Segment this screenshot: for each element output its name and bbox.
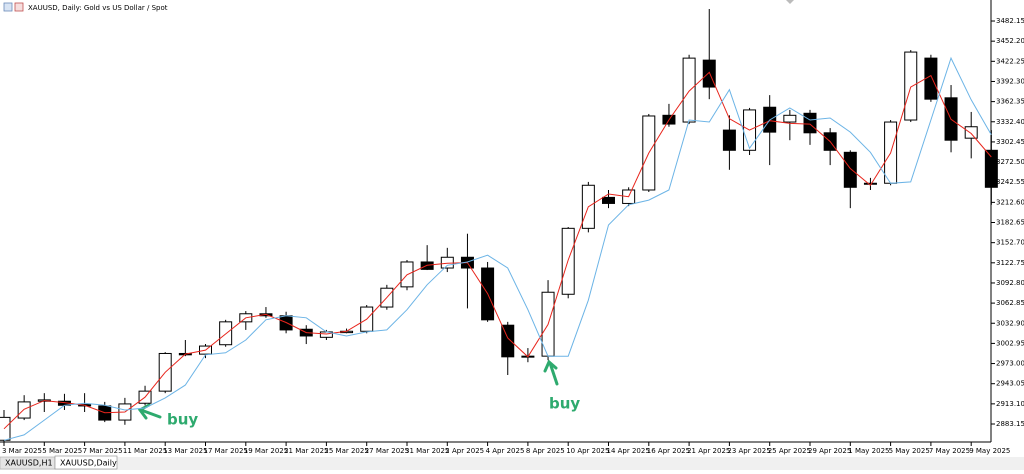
y-tick-label: 3332.40 [996, 118, 1024, 126]
candle-body [501, 324, 515, 358]
x-tick-label: 1 May 2025 [848, 447, 889, 455]
y-tick-label: 3302.45 [996, 138, 1024, 146]
y-tick-label: 3482.15 [996, 17, 1024, 25]
candle-body [0, 416, 11, 441]
x-tick-label: 7 May 2025 [929, 447, 970, 455]
candle-body [722, 129, 736, 151]
x-tick-label: 14 Apr 2025 [607, 447, 650, 455]
y-tick-label: 3212.60 [996, 198, 1024, 206]
x-tick-label: 21 Apr 2025 [687, 447, 730, 455]
y-tick-label: 2883.15 [996, 420, 1024, 428]
y-tick-label: 3032.90 [996, 319, 1024, 327]
y-tick-label: 3182.65 [996, 219, 1024, 227]
candle-body [863, 182, 877, 185]
y-tick-label: 3362.35 [996, 98, 1024, 106]
candles [0, 9, 998, 445]
candle-body [682, 57, 696, 123]
candle-body [17, 401, 31, 419]
x-tick-label: 23 Apr 2025 [727, 447, 770, 455]
candle-body [984, 149, 998, 188]
y-tick-label: 2913.10 [996, 400, 1024, 408]
x-tick-label: 31 Mar 2025 [405, 447, 449, 455]
x-tick-label: 25 Mar 2025 [324, 447, 368, 455]
annotation: buy [167, 411, 198, 429]
x-tick-label: 21 Mar 2025 [284, 447, 328, 455]
y-tick-label: 3272.50 [996, 158, 1024, 166]
icon [14, 2, 24, 12]
moving-average-line [3, 71, 992, 430]
y-tick-label: 3122.75 [996, 259, 1024, 267]
x-tick-label: 8 Apr 2025 [526, 447, 565, 455]
y-tick-label: 3152.70 [996, 239, 1024, 247]
candle-body [440, 256, 454, 269]
moving-average-line [3, 56, 992, 441]
candle-body [843, 151, 857, 188]
candle-body [904, 51, 918, 121]
y-tick-label: 3392.30 [996, 77, 1024, 85]
y-tick-label: 3062.85 [996, 299, 1024, 307]
x-tick-label: 5 May 2025 [889, 447, 930, 455]
y-tick-label: 3092.80 [996, 279, 1024, 287]
x-tick-label: 25 Apr 2025 [768, 447, 811, 455]
x-tick-label: 10 Apr 2025 [566, 447, 609, 455]
y-tick-label: 3452.20 [996, 37, 1024, 45]
x-tick-label: 16 Apr 2025 [647, 447, 690, 455]
y-tick-label: 3002.95 [996, 339, 1024, 347]
x-tick-label: 7 Mar 2025 [83, 447, 123, 455]
icon [3, 2, 13, 12]
x-tick-label: 3 Mar 2025 [2, 447, 42, 455]
y-tick-label: 3422.25 [996, 57, 1024, 65]
candle-body [219, 321, 233, 346]
y-tick-label: 2943.05 [996, 380, 1024, 388]
y-tick-label: 2973.00 [996, 360, 1024, 368]
x-tick-label: 9 May 2025 [969, 447, 1010, 455]
tab-label[interactable]: XAUUSD,Daily [60, 459, 117, 468]
x-tick-label: 5 Mar 2025 [42, 447, 82, 455]
candle-body [602, 196, 615, 204]
annotation: buy [549, 395, 580, 413]
buy-arrow [137, 359, 559, 420]
candle-body [924, 57, 938, 100]
candle-body [783, 114, 797, 123]
shift-marker [786, 0, 794, 4]
candle-body [964, 126, 978, 139]
x-tick-label: 29 Apr 2025 [808, 447, 851, 455]
tab-label[interactable]: XAUUSD,H1 [5, 459, 53, 468]
x-tick-label: 13 Mar 2025 [163, 447, 207, 455]
x-tick-label: 17 Mar 2025 [204, 447, 248, 455]
chart-title: XAUUSD, Daily: Gold vs US Dollar / Spot [28, 4, 168, 12]
tab-bar [0, 457, 1024, 470]
tab-active[interactable] [54, 455, 118, 470]
x-tick-label: 11 Mar 2025 [123, 447, 167, 455]
x-tick-label: 19 Mar 2025 [244, 447, 288, 455]
y-tick-label: 3242.55 [996, 178, 1024, 186]
candle-body [803, 112, 817, 134]
x-tick-label: 4 Apr 2025 [486, 447, 525, 455]
x-tick-label: 27 Mar 2025 [365, 447, 409, 455]
x-tick-label: 2 Apr 2025 [445, 447, 484, 455]
